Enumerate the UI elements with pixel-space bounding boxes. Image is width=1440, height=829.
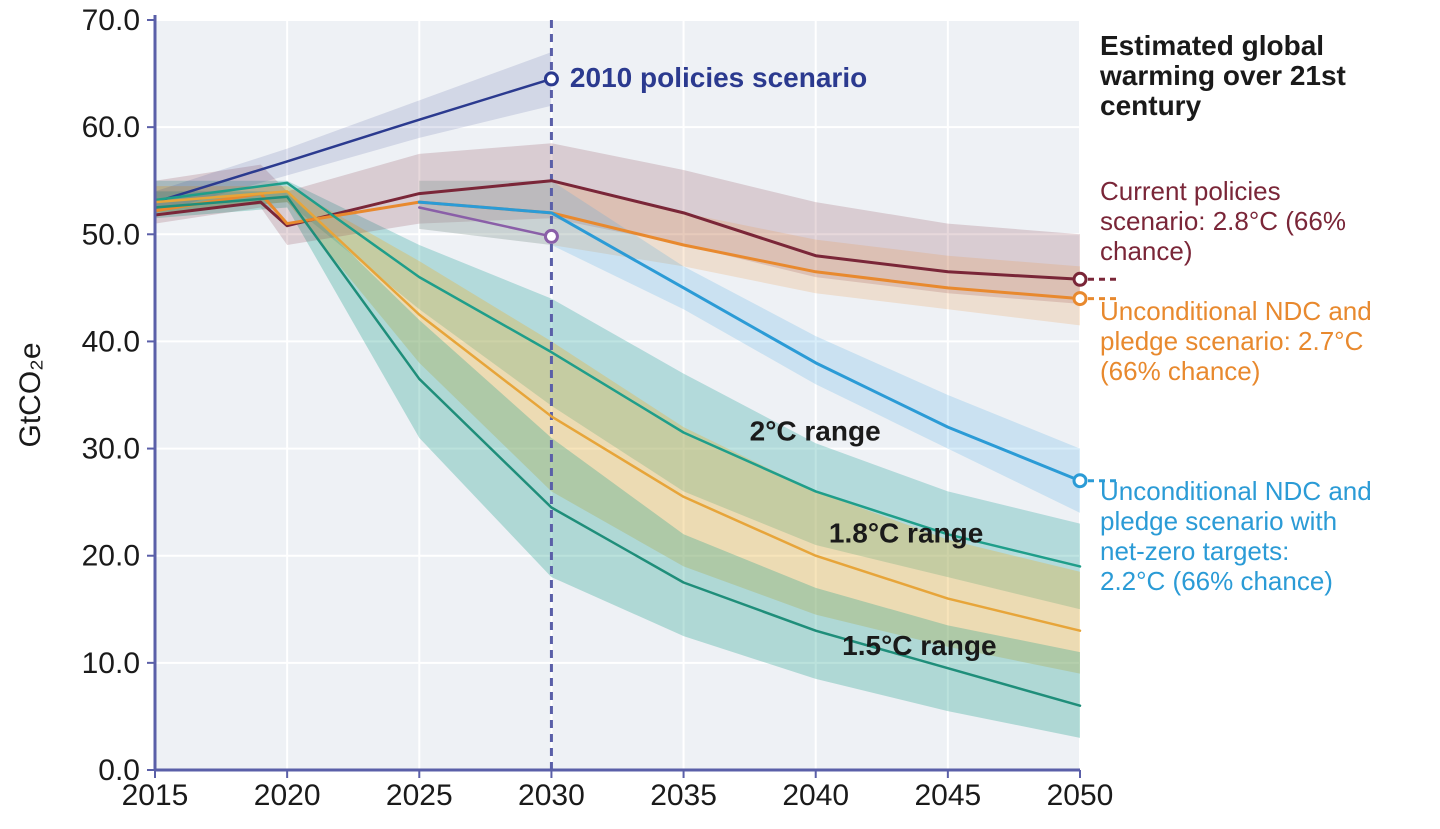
y-tick-label: 10.0 xyxy=(82,647,140,680)
inline-label: 1.8°C range xyxy=(829,517,983,548)
legend-item: pledge scenario: 2.7°C xyxy=(1100,326,1363,356)
x-tick-label: 2025 xyxy=(386,779,453,812)
emissions-scenarios-chart: 0.010.020.030.040.050.060.070.0201520202… xyxy=(0,0,1440,829)
line-uncond-ndc-endpoint xyxy=(1074,293,1086,305)
legend-item: scenario: 2.8°C (66% xyxy=(1100,206,1346,236)
y-tick-label: 60.0 xyxy=(82,111,140,144)
legend-item: chance) xyxy=(1100,236,1193,266)
line-2010-policies-endpoint xyxy=(545,73,557,85)
legend-item: net-zero targets: xyxy=(1100,536,1289,566)
inline-label: 2°C range xyxy=(750,416,881,447)
x-tick-label: 2020 xyxy=(254,779,321,812)
line-cond-ndc-endpoint xyxy=(545,230,557,242)
legend-item: Current policies xyxy=(1100,176,1281,206)
x-tick-label: 2030 xyxy=(518,779,585,812)
inline-label: 2010 policies scenario xyxy=(570,62,867,93)
legend-title: warming over 21st xyxy=(1099,60,1346,91)
legend-title: century xyxy=(1100,90,1202,121)
inline-label: 1.5°C range xyxy=(842,630,996,661)
y-tick-label: 30.0 xyxy=(82,433,140,466)
x-tick-label: 2015 xyxy=(122,779,189,812)
y-tick-label: 20.0 xyxy=(82,540,140,573)
legend-item: Unconditional NDC and xyxy=(1100,476,1372,506)
x-tick-label: 2045 xyxy=(914,779,981,812)
y-axis-label: GtCO₂e xyxy=(14,343,47,448)
x-tick-label: 2035 xyxy=(650,779,717,812)
y-tick-label: 40.0 xyxy=(82,325,140,358)
y-tick-label: 50.0 xyxy=(82,218,140,251)
x-tick-label: 2040 xyxy=(782,779,849,812)
legend-item: 2.2°C (66% chance) xyxy=(1100,566,1333,596)
legend-item: Unconditional NDC and xyxy=(1100,296,1372,326)
x-tick-label: 2050 xyxy=(1047,779,1114,812)
legend-item: pledge scenario with xyxy=(1100,506,1337,536)
y-tick-label: 70.0 xyxy=(82,4,140,37)
legend-item: (66% chance) xyxy=(1100,356,1260,386)
legend-title: Estimated global xyxy=(1100,30,1324,61)
line-netzero-endpoint xyxy=(1074,475,1086,487)
line-current-policies-endpoint xyxy=(1074,273,1086,285)
